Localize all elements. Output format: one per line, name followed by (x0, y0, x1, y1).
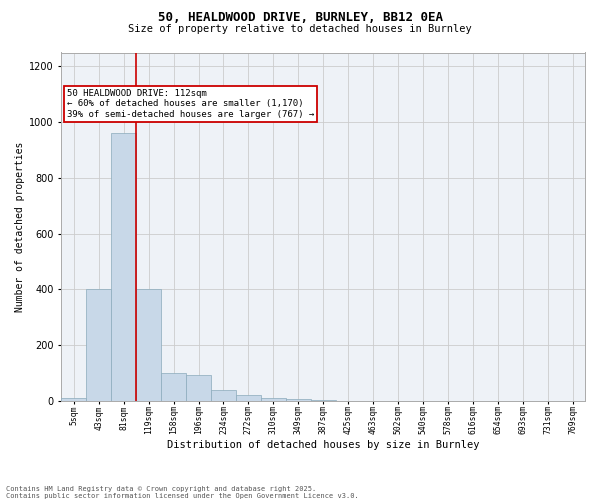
Text: 50 HEALDWOOD DRIVE: 112sqm
← 60% of detached houses are smaller (1,170)
39% of s: 50 HEALDWOOD DRIVE: 112sqm ← 60% of deta… (67, 89, 314, 119)
Bar (111, 134, 136, 401)
X-axis label: Distribution of detached houses by size in Burnley: Distribution of detached houses by size … (167, 440, 479, 450)
Bar (286, 399, 311, 401)
Bar (61, 398, 86, 401)
Text: 50, HEALDWOOD DRIVE, BURNLEY, BB12 0EA: 50, HEALDWOOD DRIVE, BURNLEY, BB12 0EA (157, 11, 443, 24)
Text: Contains HM Land Registry data © Crown copyright and database right 2025.
Contai: Contains HM Land Registry data © Crown c… (6, 486, 359, 499)
Bar (186, 374, 211, 401)
Bar (136, 290, 161, 401)
Bar (211, 390, 236, 401)
Bar (311, 400, 335, 401)
Text: Size of property relative to detached houses in Burnley: Size of property relative to detached ho… (128, 24, 472, 34)
Bar (161, 373, 186, 401)
Bar (86, 290, 111, 401)
Bar (236, 396, 261, 401)
Bar (261, 398, 286, 401)
Y-axis label: Number of detached properties: Number of detached properties (15, 142, 25, 312)
